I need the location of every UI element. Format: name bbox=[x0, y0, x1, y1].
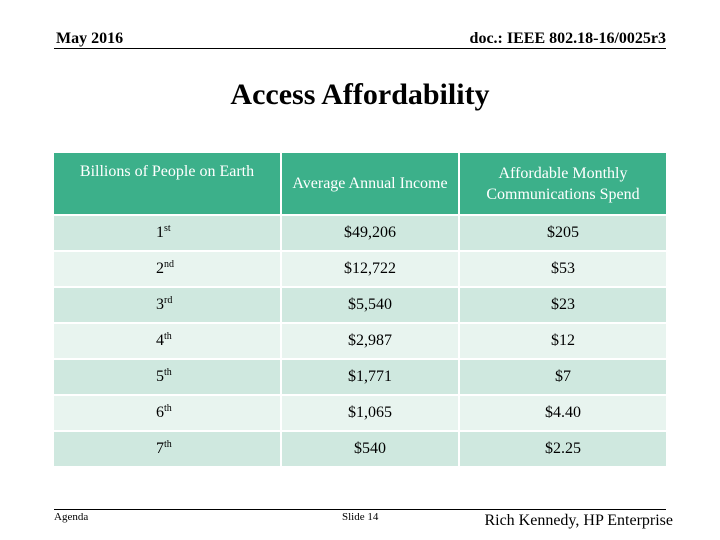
spend-cell: $2.25 bbox=[460, 432, 666, 468]
spend-cell: $23 bbox=[460, 288, 666, 324]
spend-cell: $53 bbox=[460, 252, 666, 288]
spend-cell: $205 bbox=[460, 216, 666, 252]
affordability-table: Billions of People on Earth Average Annu… bbox=[54, 153, 666, 468]
income-cell: $2,987 bbox=[282, 324, 460, 360]
column-header-spend: Affordable Monthly Communications Spend bbox=[460, 153, 666, 216]
rank-cell: 4th bbox=[54, 324, 282, 360]
spend-cell: $12 bbox=[460, 324, 666, 360]
rank-suffix: th bbox=[164, 367, 172, 378]
table-row: 5th $1,771 $7 bbox=[54, 360, 666, 396]
rank-number: 4 bbox=[156, 332, 164, 349]
slide-title: Access Affordability bbox=[230, 78, 490, 111]
income-cell: $1,065 bbox=[282, 396, 460, 432]
income-cell: $12,722 bbox=[282, 252, 460, 288]
rank-number: 1 bbox=[156, 224, 164, 241]
rank-suffix: st bbox=[164, 223, 171, 234]
footer-author: Rich Kennedy, HP Enterprise bbox=[484, 512, 673, 529]
table-row: 2nd $12,722 $53 bbox=[54, 252, 666, 288]
rank-suffix: nd bbox=[164, 259, 174, 270]
table-row: 3rd $5,540 $23 bbox=[54, 288, 666, 324]
table-row: 1st $49,206 $205 bbox=[54, 216, 666, 252]
rank-number: 3 bbox=[156, 296, 164, 313]
table-row: 7th $540 $2.25 bbox=[54, 432, 666, 468]
spend-cell: $4.40 bbox=[460, 396, 666, 432]
table-header-row: Billions of People on Earth Average Annu… bbox=[54, 153, 666, 216]
header-date: May 2016 bbox=[56, 30, 124, 47]
column-header-people: Billions of People on Earth bbox=[54, 153, 282, 216]
header-divider bbox=[54, 48, 666, 49]
income-cell: $1,771 bbox=[282, 360, 460, 396]
footer-agenda: Agenda bbox=[54, 511, 89, 523]
rank-cell: 6th bbox=[54, 396, 282, 432]
rank-suffix: th bbox=[164, 403, 172, 414]
income-cell: $540 bbox=[282, 432, 460, 468]
rank-number: 2 bbox=[156, 260, 164, 277]
rank-cell: 7th bbox=[54, 432, 282, 468]
spend-cell: $7 bbox=[460, 360, 666, 396]
rank-cell: 3rd bbox=[54, 288, 282, 324]
header-doc-id: doc.: IEEE 802.18-16/0025r3 bbox=[469, 30, 666, 47]
rank-number: 5 bbox=[156, 368, 164, 385]
income-cell: $49,206 bbox=[282, 216, 460, 252]
rank-cell: 2nd bbox=[54, 252, 282, 288]
income-cell: $5,540 bbox=[282, 288, 460, 324]
footer-slide-number: Slide 14 bbox=[342, 511, 379, 523]
rank-suffix: th bbox=[164, 439, 172, 450]
rank-suffix: rd bbox=[164, 295, 173, 306]
table-row: 4th $2,987 $12 bbox=[54, 324, 666, 360]
rank-suffix: th bbox=[164, 331, 172, 342]
column-header-income: Average Annual Income bbox=[282, 153, 460, 216]
rank-cell: 5th bbox=[54, 360, 282, 396]
rank-cell: 1st bbox=[54, 216, 282, 252]
table-row: 6th $1,065 $4.40 bbox=[54, 396, 666, 432]
rank-number: 7 bbox=[156, 440, 164, 457]
footer-divider bbox=[54, 509, 666, 510]
rank-number: 6 bbox=[156, 404, 164, 421]
